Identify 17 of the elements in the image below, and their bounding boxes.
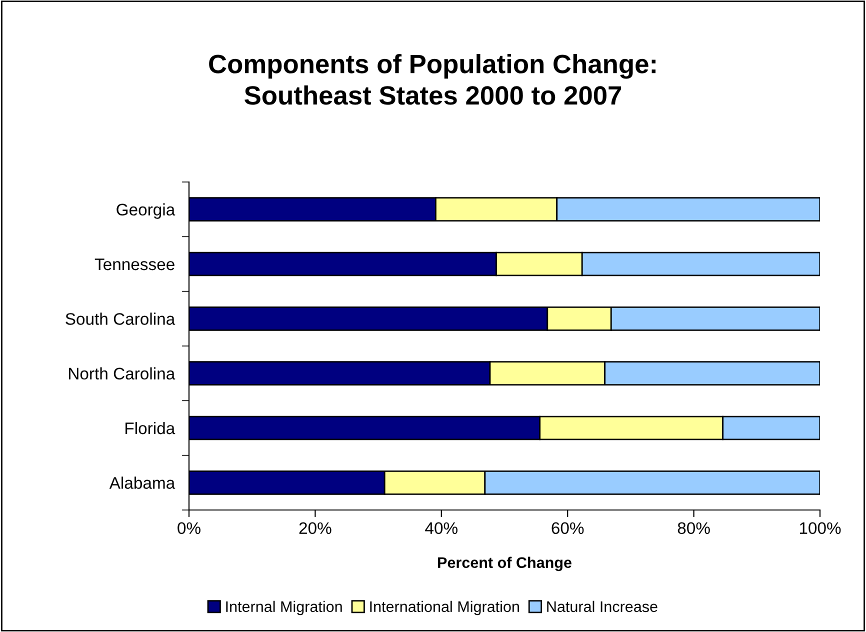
x-tick-label: 40%: [425, 522, 458, 534]
legend-label: Natural Increase: [547, 600, 658, 612]
x-tick-label: 60%: [552, 522, 584, 534]
y-tick-label: North Carolina: [69, 367, 176, 380]
y-tick-label: Alabama: [109, 476, 176, 489]
y-tick-label: Florida: [126, 422, 176, 434]
x-axis-title: Percent of Change: [438, 556, 572, 572]
x-tick-label: 100%: [800, 522, 841, 534]
legend-label: International Migration: [370, 600, 519, 616]
x-tick-label: 80%: [678, 522, 710, 534]
x-tick-label: 20%: [299, 522, 332, 534]
y-tick-label: Tennessee: [94, 258, 174, 270]
y-tick-label: Georgia: [116, 203, 176, 219]
y-tick-label: South Carolina: [66, 312, 176, 325]
x-tick-label: 0%: [178, 522, 200, 534]
legend-label: Internal Migration: [226, 600, 342, 616]
chart-title: Components of Population Change: Southeast States 2000 to 2007: [209, 54, 656, 105]
